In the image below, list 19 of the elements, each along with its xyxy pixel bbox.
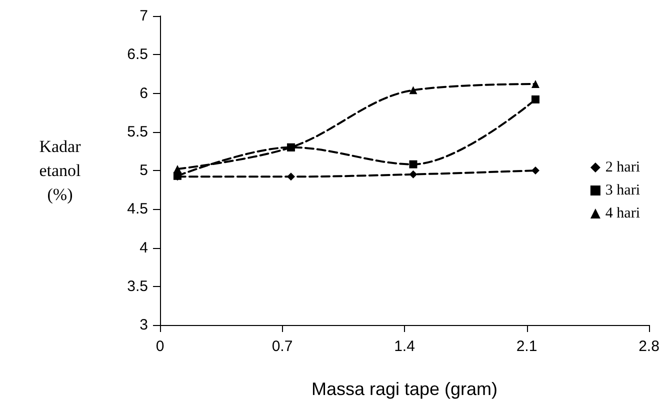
x-tick-label: 0.7 — [272, 338, 293, 355]
x-tick-label: 2.1 — [516, 338, 538, 355]
y-tick-label: 3 — [140, 316, 148, 334]
legend-label: 4 hari — [605, 206, 640, 222]
y-tick-label: 6 — [140, 84, 148, 102]
x-tick-label: 2.8 — [638, 338, 660, 355]
y-tick-label: 3.5 — [127, 278, 148, 295]
y-tick-label: 4 — [140, 239, 148, 256]
y-tick-label: 5 — [140, 162, 148, 179]
y-tick-label: 7 — [140, 8, 148, 24]
y-tick-label: 4.5 — [127, 200, 148, 218]
y-tick-label: 5.5 — [127, 123, 148, 140]
legend-label: 3 hari — [605, 182, 640, 198]
x-tick-label: 0 — [156, 338, 164, 355]
y-axis-title: Kadar etanol (%) — [39, 137, 82, 204]
legend-label: 2 hari — [605, 160, 640, 176]
x-axis-title: Massa ragi tape (gram) — [311, 379, 498, 399]
x-tick-label: 1.4 — [394, 338, 415, 355]
y-tick-label: 6.5 — [127, 46, 148, 64]
